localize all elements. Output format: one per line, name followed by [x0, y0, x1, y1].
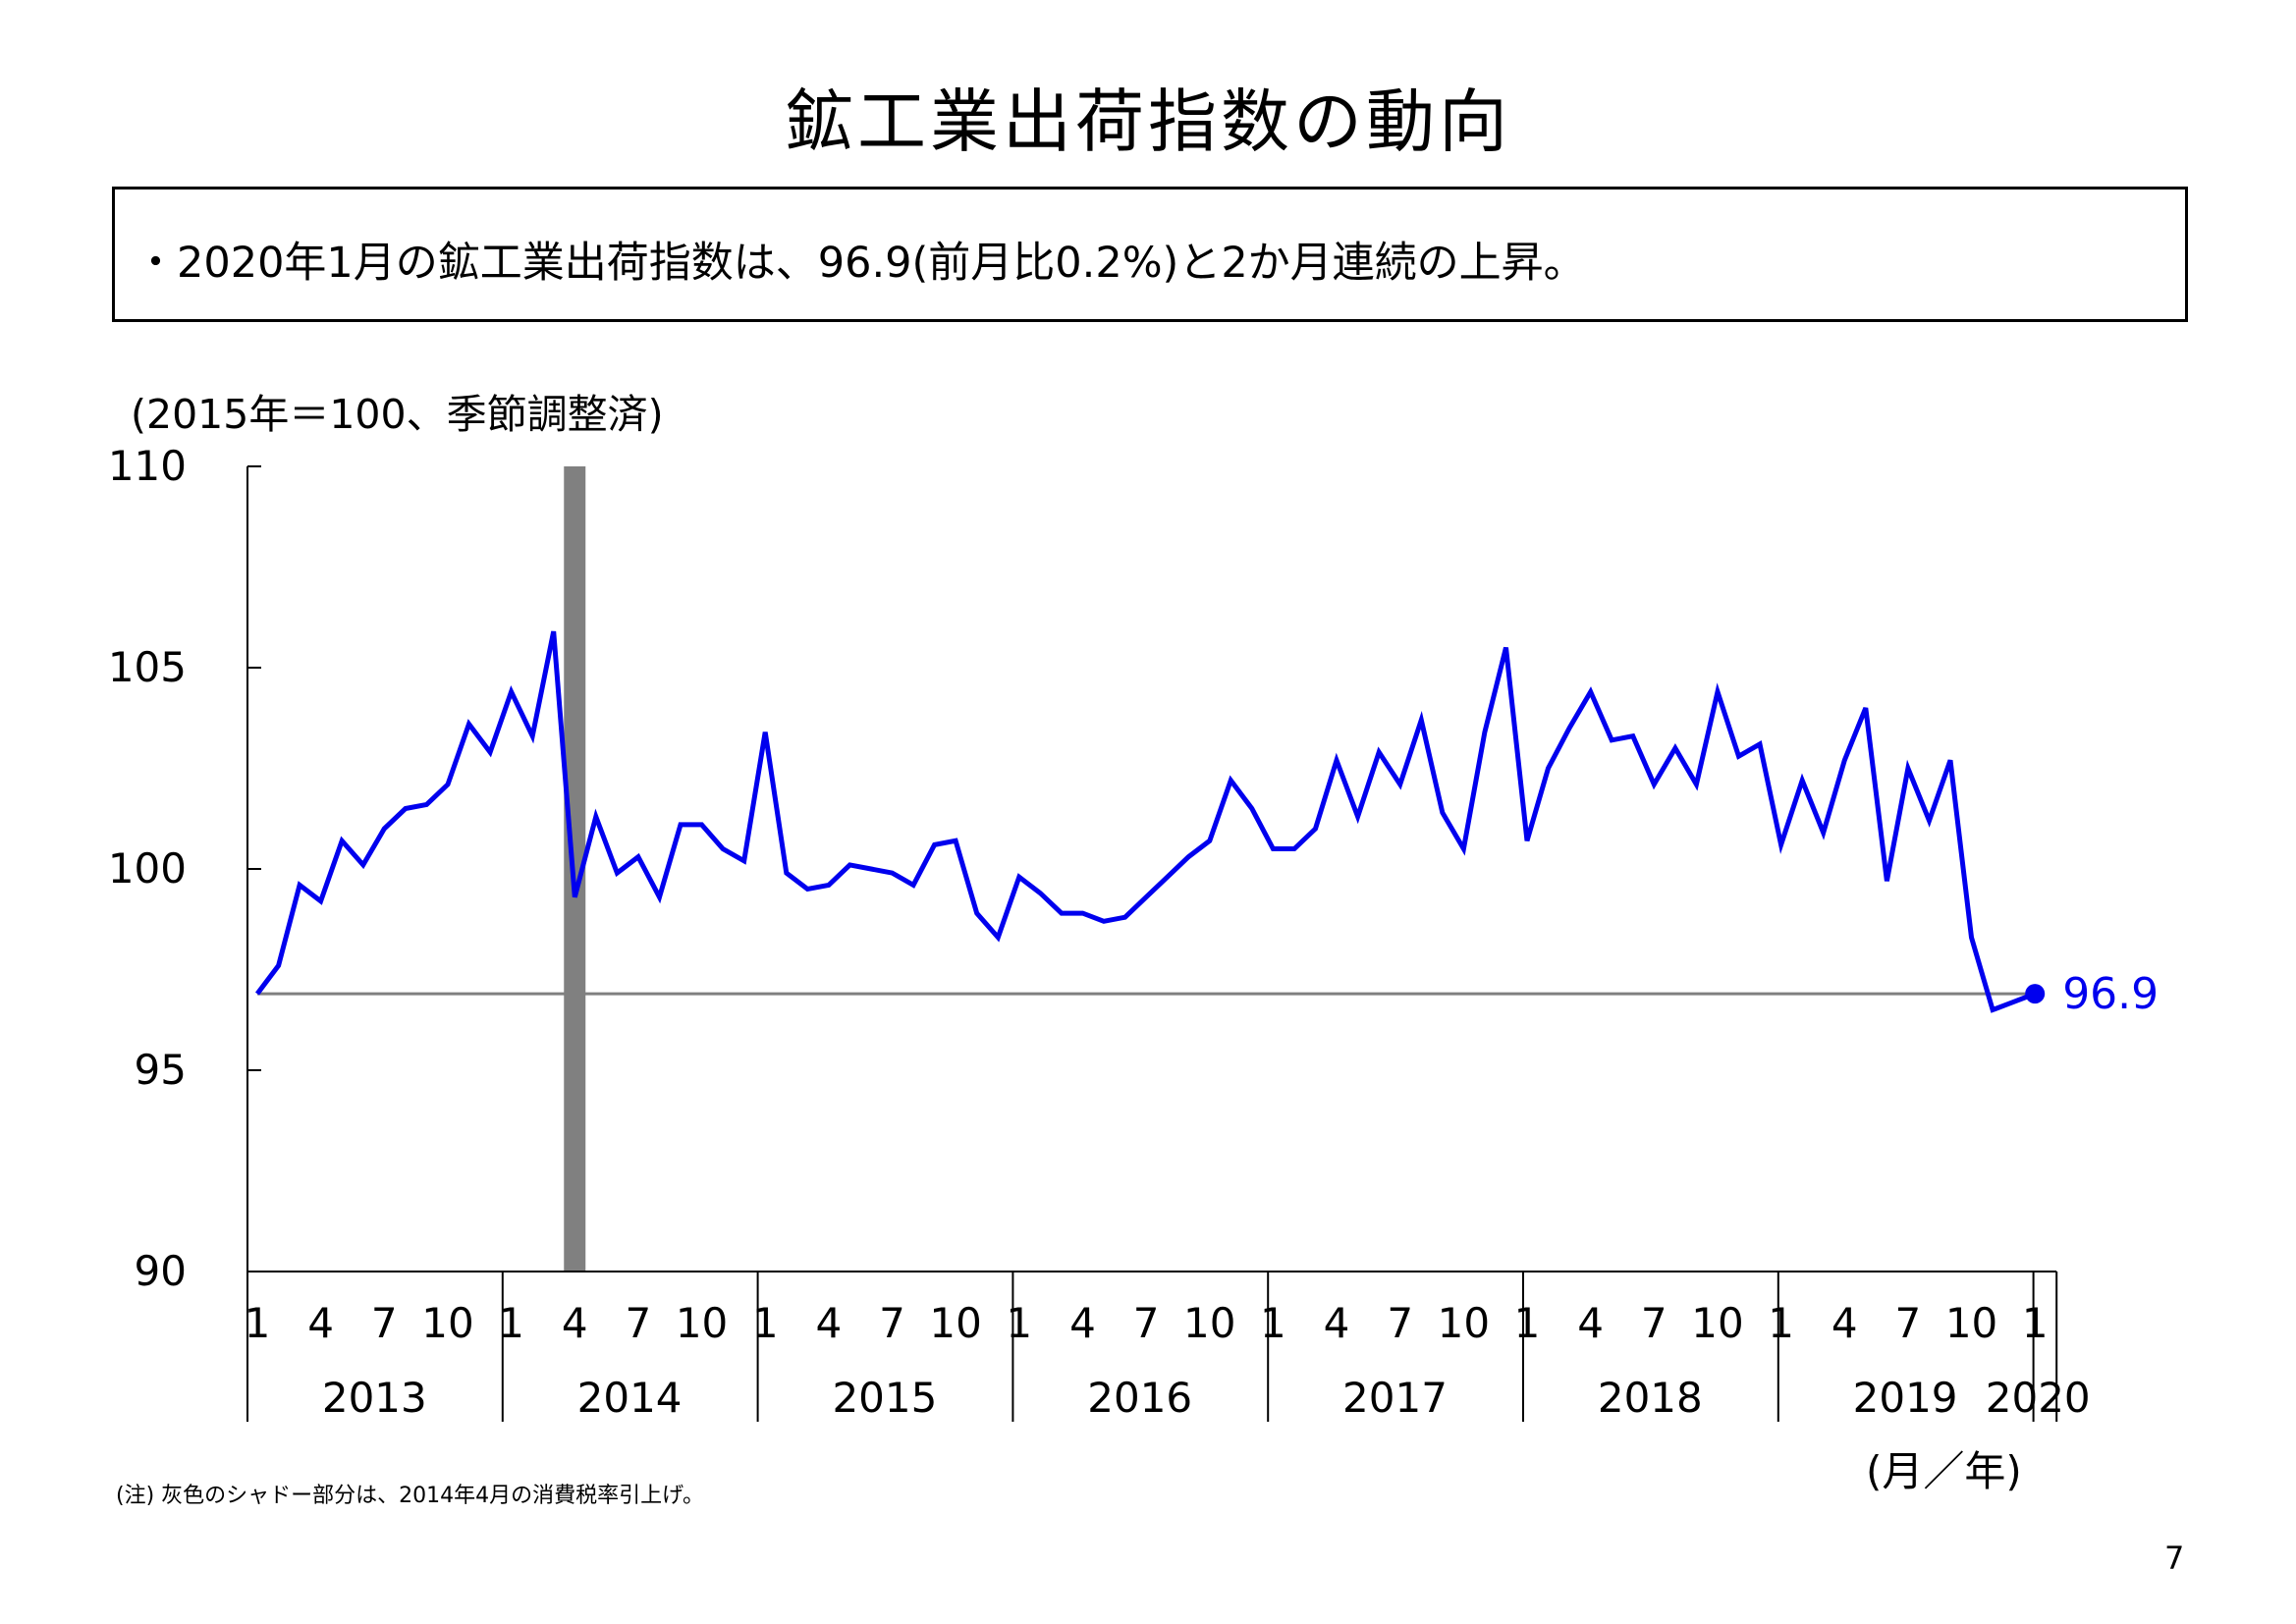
month-tick-label: 4 [1831, 1299, 1858, 1347]
month-tick-label: 4 [562, 1299, 588, 1347]
y-tick-label: 90 [135, 1247, 187, 1295]
month-tick-label: 1 [1768, 1299, 1794, 1347]
month-tick-label: 7 [879, 1299, 905, 1347]
month-tick-label: 10 [421, 1299, 473, 1347]
month-tick-label: 4 [1577, 1299, 1604, 1347]
shipment-index-line [255, 630, 2037, 1013]
month-tick-label: 1 [1514, 1299, 1541, 1347]
year-label: 2015 [832, 1374, 937, 1422]
month-tick-label: 4 [1069, 1299, 1096, 1347]
month-tick-label: 4 [1324, 1299, 1350, 1347]
month-tick-label: 1 [1006, 1299, 1032, 1347]
year-label: 2013 [322, 1374, 427, 1422]
month-tick-label: 10 [1945, 1299, 1997, 1347]
month-tick-label: 1 [1260, 1299, 1286, 1347]
year-label: 2020 [1986, 1374, 2091, 1422]
month-tick-label: 7 [1895, 1299, 1922, 1347]
month-tick-label: 10 [1183, 1299, 1235, 1347]
y-tick-label: 110 [108, 442, 187, 490]
summary-box: ・2020年1月の鉱工業出荷指数は、96.9(前月比0.2%)と2か月連続の上昇… [112, 187, 2188, 322]
last-value-point [2025, 984, 2046, 1004]
footnote: (注) 灰色のシャドー部分は、2014年4月の消費税率引上げ。 [116, 1484, 705, 1508]
y-tick-label: 105 [108, 643, 187, 691]
last-value-label: 96.9 [2062, 969, 2159, 1019]
unit-note: (2015年＝100、季節調整済) [131, 391, 664, 438]
month-tick-label: 7 [1641, 1299, 1667, 1347]
page-title: 鉱工業出荷指数の動向 [785, 81, 1511, 162]
month-tick-label: 10 [1438, 1299, 1490, 1347]
axis-unit-label: (月／年) [1866, 1447, 2022, 1495]
month-tick-label: 1 [498, 1299, 524, 1347]
summary-text: ・2020年1月の鉱工業出荷指数は、96.9(前月比0.2%)と2か月連続の上昇… [135, 239, 1586, 288]
month-tick-label: 4 [307, 1299, 334, 1347]
year-label: 2018 [1598, 1374, 1703, 1422]
month-tick-label: 7 [371, 1299, 398, 1347]
month-tick-label: 7 [1387, 1299, 1413, 1347]
month-tick-label: 4 [815, 1299, 842, 1347]
year-label: 2014 [577, 1374, 683, 1422]
year-label: 2019 [1853, 1374, 1958, 1422]
month-tick-label: 10 [676, 1299, 728, 1347]
month-tick-label: 1 [245, 1299, 271, 1347]
month-tick-label: 1 [2022, 1299, 2049, 1347]
month-tick-label: 1 [752, 1299, 779, 1347]
page-number: 7 [2164, 1540, 2185, 1577]
month-tick-label: 10 [929, 1299, 981, 1347]
month-tick-label: 10 [1691, 1299, 1743, 1347]
year-label: 2017 [1342, 1374, 1448, 1422]
month-tick-label: 7 [626, 1299, 652, 1347]
y-tick-label: 100 [108, 844, 187, 893]
year-label: 2016 [1087, 1374, 1192, 1422]
month-tick-label: 7 [1133, 1299, 1160, 1347]
y-tick-label: 95 [135, 1046, 187, 1094]
